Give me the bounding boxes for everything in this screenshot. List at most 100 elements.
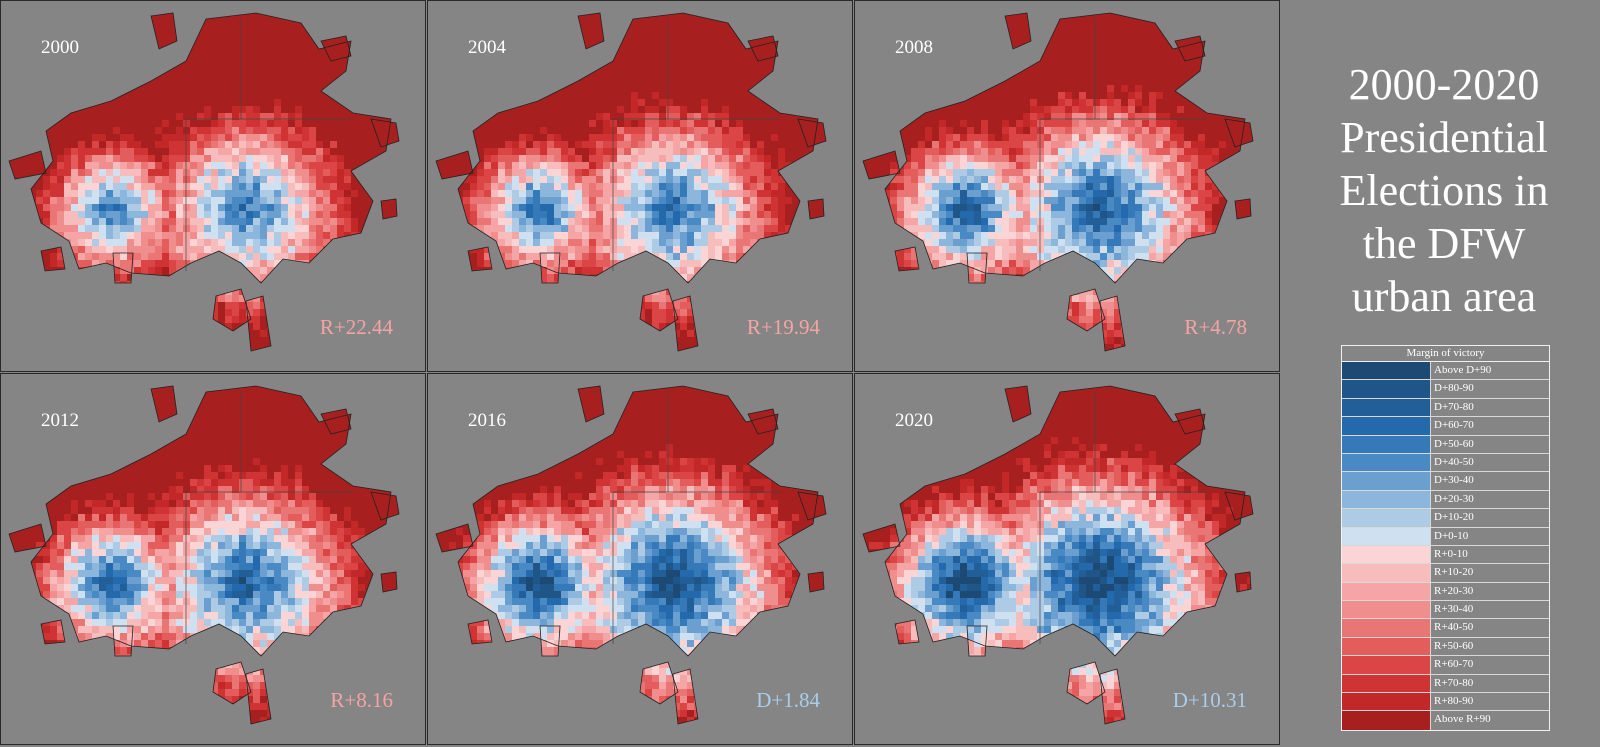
- area-outline: [797, 491, 827, 521]
- legend-label: D+20-30: [1431, 491, 1474, 508]
- map-panel-2008: 2008 R+4.78: [854, 0, 1280, 372]
- legend-label: Above D+90: [1431, 362, 1491, 379]
- title-line: urban area: [1288, 270, 1600, 323]
- legend-row: D+60-70: [1342, 417, 1549, 436]
- map-panel-2020: 2020 D+10.31: [854, 373, 1280, 745]
- legend-label: D+10-20: [1431, 509, 1474, 526]
- legend-swatch: [1342, 527, 1431, 545]
- area-outline: [380, 198, 398, 220]
- area-outline: [1224, 491, 1254, 521]
- legend-swatch: [1342, 380, 1431, 398]
- area-outline: [747, 35, 779, 62]
- panel-margin: R+8.16: [330, 688, 393, 713]
- legend-label: R+10-20: [1431, 564, 1473, 581]
- legend-swatch: [1342, 564, 1431, 582]
- area-outline: [30, 12, 392, 284]
- legend-label: R+40-50: [1431, 619, 1473, 636]
- area-outline: [150, 385, 178, 423]
- area-outline: [1066, 661, 1106, 705]
- area-outline: [577, 12, 605, 50]
- area-outline: [1174, 35, 1206, 62]
- title-line: the DFW: [1288, 217, 1600, 270]
- legend-row: D+80-90: [1342, 380, 1549, 399]
- legend-row: R+30-40: [1342, 601, 1549, 620]
- legend-label: D+70-80: [1431, 399, 1474, 416]
- legend-label: R+70-80: [1431, 675, 1473, 692]
- legend-label: R+20-30: [1431, 583, 1473, 600]
- area-outline: [8, 523, 47, 553]
- legend-row: D+50-60: [1342, 435, 1549, 454]
- legend-swatch: [1342, 693, 1431, 711]
- panel-margin: R+4.78: [1184, 315, 1247, 340]
- legend-swatch: [1342, 711, 1431, 730]
- panel-margin: D+10.31: [1173, 688, 1247, 713]
- map-grid: 2000 R+22.44 2004 R+19.94 2008 R+4.78 20…: [0, 0, 1280, 745]
- area-outline: [539, 252, 561, 284]
- legend-swatch: [1342, 619, 1431, 637]
- legend-swatch: [1342, 582, 1431, 601]
- title-line: Presidential: [1288, 111, 1600, 164]
- legend-swatch: [1342, 362, 1431, 380]
- legend-swatch: [1342, 509, 1431, 527]
- panel-year: 2012: [41, 410, 79, 432]
- legend-row: R+60-70: [1342, 656, 1549, 675]
- area-outline: [672, 295, 699, 352]
- area-outline: [40, 619, 66, 645]
- area-outline: [894, 619, 920, 645]
- area-outline: [245, 295, 272, 352]
- area-outline: [150, 12, 178, 50]
- area-outline: [807, 198, 825, 220]
- area-outline: [435, 150, 474, 180]
- page-title: 2000-2020 Presidential Elections in the …: [1288, 58, 1600, 323]
- area-outline: [966, 625, 988, 657]
- legend-row: D+10-20: [1342, 509, 1549, 528]
- legend-row: D+70-80: [1342, 398, 1549, 418]
- area-outline: [539, 625, 561, 657]
- area-outline: [245, 668, 272, 725]
- legend-row: R+50-60: [1342, 637, 1549, 657]
- area-outline: [672, 668, 699, 725]
- legend-title: Margin of victory: [1342, 346, 1549, 362]
- legend-row: R+0-10: [1342, 545, 1549, 565]
- area-outline: [320, 408, 352, 435]
- precinct-map-2020: [862, 385, 1254, 725]
- legend-swatch: [1342, 398, 1431, 417]
- legend-label: D+0-10: [1431, 528, 1468, 545]
- map-panel-2012: 2012 R+8.16: [0, 373, 426, 745]
- area-outline: [8, 150, 47, 180]
- legend-label: D+40-50: [1431, 454, 1474, 471]
- area-outline: [1099, 668, 1126, 725]
- area-outline: [1066, 288, 1106, 332]
- map-panel-2000: 2000 R+22.44: [0, 0, 426, 372]
- legend-row: D+40-50: [1342, 453, 1549, 473]
- area-outline: [1099, 295, 1126, 352]
- area-outline: [467, 246, 493, 272]
- legend-rows: Above D+90 D+80-90 D+70-80 D+60-70 D+50-60 D+…: [1342, 362, 1549, 730]
- area-outline: [797, 118, 827, 148]
- area-outline: [457, 385, 819, 657]
- panel-year: 2020: [895, 410, 933, 432]
- area-outline: [894, 246, 920, 272]
- panel-year: 2008: [895, 37, 933, 59]
- legend-swatch: [1342, 601, 1431, 619]
- area-outline: [212, 661, 252, 705]
- legend-row: R+20-30: [1342, 582, 1549, 602]
- precinct-map-2000: [8, 12, 400, 352]
- area-outline: [884, 12, 1246, 284]
- legend-row: Above R+90: [1342, 711, 1549, 730]
- panel-year: 2000: [41, 37, 79, 59]
- area-outline: [639, 661, 679, 705]
- legend-swatch: [1342, 545, 1431, 564]
- title-line: Elections in: [1288, 164, 1600, 217]
- legend-row: R+80-90: [1342, 693, 1549, 712]
- area-outline: [1004, 12, 1032, 50]
- area-outline: [966, 252, 988, 284]
- area-outline: [370, 491, 400, 521]
- area-outline: [112, 625, 134, 657]
- area-outline: [1234, 198, 1252, 220]
- area-outline: [112, 252, 134, 284]
- legend-swatch: [1342, 674, 1431, 693]
- area-outline: [862, 523, 901, 553]
- area-outline: [435, 523, 474, 553]
- area-outline: [1004, 385, 1032, 423]
